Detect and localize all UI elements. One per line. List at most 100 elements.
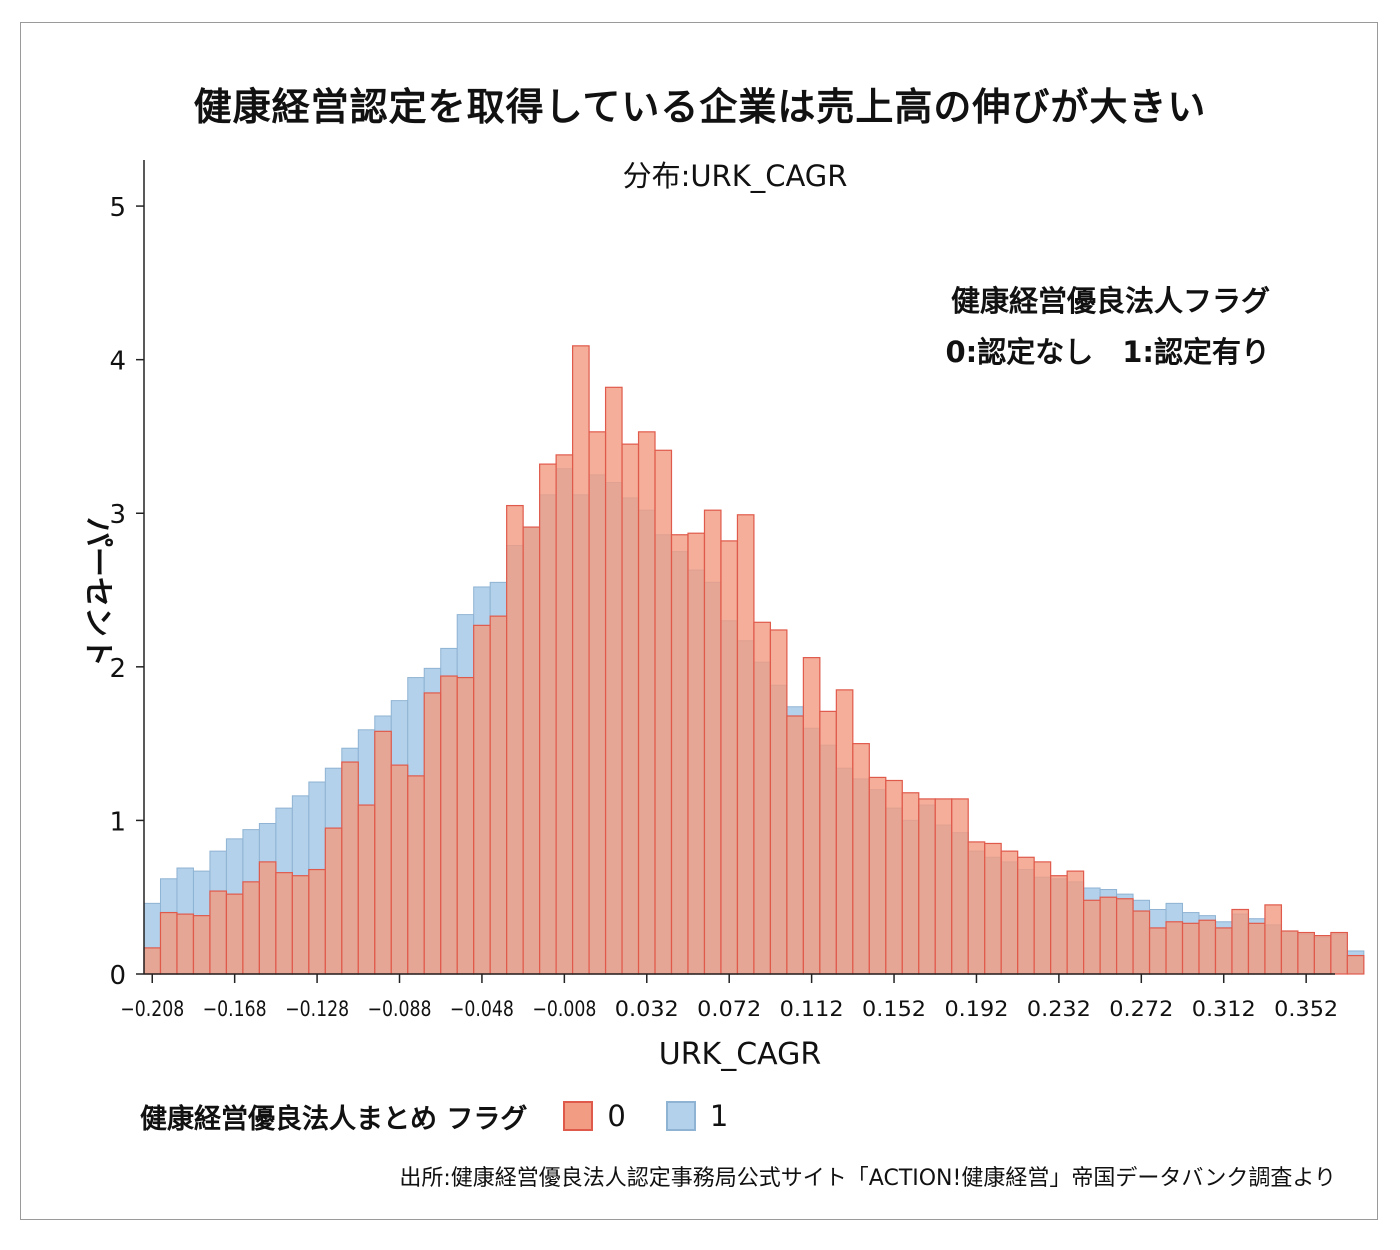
x-tick-label-1: −0.168 — [203, 997, 267, 1021]
bar-series-0-34 — [703, 509, 722, 975]
x-tick-label-4: −0.048 — [450, 997, 514, 1021]
x-tick-label-11: 0.232 — [1027, 997, 1091, 1021]
bar-series-0-25 — [555, 454, 574, 975]
bar-series-0-66 — [1231, 908, 1250, 975]
bar-series-0-47 — [918, 798, 936, 975]
y-tick-label-0: 0 — [109, 961, 126, 991]
legend-label-1: 1 — [709, 1099, 729, 1133]
bar-series-0-22 — [506, 504, 524, 975]
bar-series-0-29 — [621, 443, 640, 975]
chart-subtitle: 分布:URK_CAGR — [623, 159, 848, 193]
bar-series-0-12 — [341, 761, 359, 975]
x-tick-label-8: 0.112 — [780, 997, 844, 1021]
bar-series-0-71 — [1313, 935, 1332, 975]
bar-series-0-62 — [1165, 921, 1184, 975]
bar-series-0-45 — [885, 779, 903, 975]
y-tick-label-5: 5 — [109, 193, 126, 223]
bar-series-0-19 — [456, 676, 475, 975]
bar-series-0-36 — [736, 514, 755, 975]
bar-series-0-15 — [390, 764, 409, 975]
bar-series-0-10 — [308, 868, 326, 975]
x-tick-label-12: 0.272 — [1109, 997, 1173, 1021]
bar-series-0-18 — [440, 675, 458, 975]
bar-series-0-20 — [473, 624, 491, 975]
bar-series-0-50 — [967, 841, 986, 975]
bar-series-0-42 — [835, 689, 854, 975]
y-axis-label: パーセント — [80, 517, 115, 667]
bar-series-0-61 — [1148, 927, 1167, 975]
bar-series-0-27 — [588, 431, 607, 975]
source-note: 出所:健康経営優良法人認定事務局公式サイト「ACTION!健康経営」帝国データバ… — [399, 1166, 1336, 1191]
bar-series-0-5 — [225, 893, 244, 975]
bar-series-0-56 — [1066, 870, 1085, 975]
bar-series-0-48 — [934, 798, 953, 975]
x-tick-label-0: −0.208 — [120, 997, 184, 1021]
x-tick-label-9: 0.152 — [862, 997, 926, 1021]
bar-series-0-8 — [275, 872, 293, 975]
bar-series-0-32 — [670, 534, 689, 975]
bar-series-0-58 — [1099, 896, 1118, 975]
x-tick-label-6: 0.032 — [615, 997, 679, 1021]
bar-series-0-17 — [423, 692, 442, 975]
bar-series-0-26 — [571, 345, 590, 975]
y-tick-label-2: 2 — [109, 654, 126, 684]
bar-series-0-53 — [1017, 856, 1035, 975]
x-tick-label-2: −0.128 — [285, 997, 349, 1021]
bar-series-0-40 — [802, 657, 821, 975]
bar-series-0-2 — [176, 913, 195, 975]
bar-series-0-57 — [1083, 899, 1101, 975]
bar-series-0-23 — [522, 526, 541, 975]
bar-series-0-73 — [1346, 954, 1365, 975]
bar-series-0-3 — [192, 915, 211, 975]
legend: 健康経営優良法人まとめ フラグ 0 1 — [140, 1096, 768, 1136]
axes: 0 1 2 3 4 5 −0.208 −0.168 −0.128 −0.088 −0.048 −0.0… — [109, 160, 1338, 1021]
x-tick-label-10: 0.192 — [944, 997, 1008, 1021]
bar-series-0-59 — [1115, 898, 1134, 975]
bar-series-0-24 — [539, 463, 557, 975]
bar-series-0-64 — [1198, 919, 1217, 975]
bar-series-0-7 — [258, 861, 277, 975]
bar-series-0-38 — [769, 629, 788, 975]
bar-series-0-14 — [374, 730, 392, 975]
bar-series-0-0 — [143, 947, 162, 975]
y-tick-label-3: 3 — [109, 500, 126, 530]
bar-series-0-63 — [1181, 922, 1200, 975]
bar-series-0-35 — [720, 540, 739, 975]
bar-series-0-16 — [407, 775, 425, 975]
legend-title: 健康経営優良法人まとめ フラグ — [140, 1103, 528, 1135]
bar-series-0-21 — [489, 615, 508, 975]
series-0-bars — [143, 345, 1365, 975]
bar-series-0-55 — [1050, 875, 1068, 975]
bar-series-0-41 — [819, 710, 837, 975]
bar-series-0-33 — [687, 532, 706, 975]
bar-series-0-67 — [1247, 922, 1266, 975]
bar-series-0-28 — [604, 386, 623, 975]
y-tick-label-4: 4 — [109, 347, 126, 377]
bar-series-0-65 — [1214, 927, 1233, 975]
bar-series-0-70 — [1297, 931, 1315, 975]
x-tick-label-3: −0.088 — [368, 997, 432, 1021]
bar-series-0-54 — [1033, 861, 1052, 975]
x-tick-label-13: 0.312 — [1192, 997, 1256, 1021]
legend-swatch-1 — [665, 1101, 696, 1131]
bar-series-0-46 — [901, 792, 920, 975]
legend-swatch-0 — [563, 1101, 594, 1131]
bar-series-0-39 — [786, 715, 804, 975]
bar-series-0-44 — [868, 776, 887, 975]
bar-series-0-52 — [1000, 850, 1019, 975]
bar-series-0-68 — [1264, 904, 1283, 975]
bar-series-0-31 — [654, 449, 673, 975]
x-tick-label-7: 0.072 — [697, 997, 761, 1021]
bar-series-0-72 — [1330, 931, 1348, 975]
bar-series-0-30 — [637, 431, 656, 975]
y-tick-label-1: 1 — [109, 807, 126, 837]
legend-label-0: 0 — [607, 1099, 626, 1133]
x-tick-label-14: 0.352 — [1274, 997, 1338, 1021]
bar-series-0-4 — [209, 890, 228, 975]
x-tick-label-5: −0.008 — [532, 997, 596, 1021]
x-axis-label: URK_CAGR — [659, 1037, 822, 1072]
annotation-line-2: 0:認定なし 1:認定有り — [945, 335, 1270, 369]
bar-series-0-43 — [852, 743, 870, 975]
chart-title: 健康経営認定を取得している企業は売上高の伸びが大きい — [193, 85, 1207, 129]
